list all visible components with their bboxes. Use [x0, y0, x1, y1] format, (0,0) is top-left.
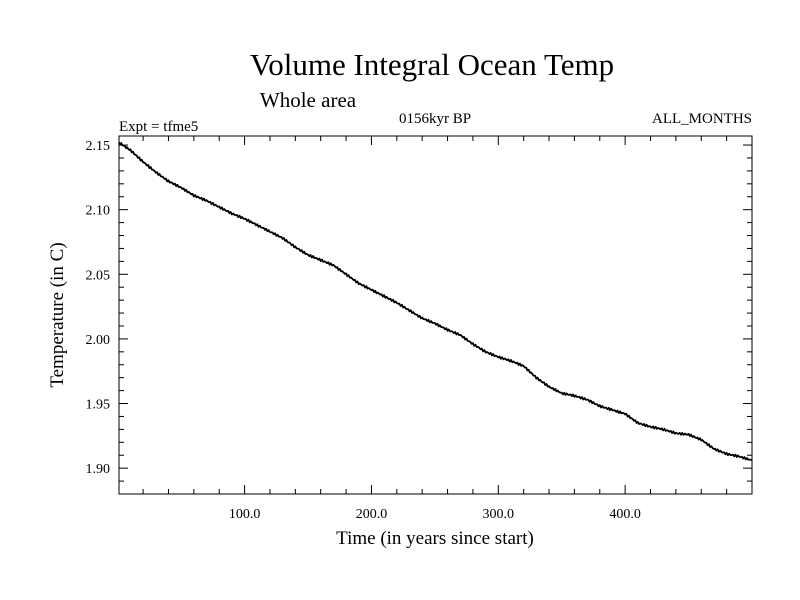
y-tick-label: 1.95	[86, 398, 111, 413]
x-axis-label: Time (in years since start)	[336, 528, 534, 549]
data-point	[129, 149, 131, 151]
y-tick-label: 2.10	[86, 204, 111, 219]
data-point	[738, 455, 740, 457]
data-point	[193, 194, 195, 196]
data-point	[319, 259, 321, 261]
data-point	[561, 392, 563, 394]
data-point	[118, 141, 120, 143]
data-point	[472, 343, 474, 345]
data-point	[687, 433, 689, 435]
data-point	[522, 365, 524, 367]
data-point	[345, 273, 347, 275]
data-point	[243, 218, 245, 220]
data-point	[332, 264, 334, 266]
data-point	[751, 459, 753, 461]
chart-subtitle: Whole area	[260, 88, 357, 112]
data-point	[510, 360, 512, 362]
data-point	[484, 351, 486, 353]
temperature-series-line	[118, 142, 753, 462]
data-point	[662, 428, 664, 430]
y-tick-label: 2.05	[86, 268, 111, 283]
x-tick-labels: 100.0 200.0 300.0 400.0	[229, 507, 641, 522]
data-point	[155, 171, 157, 173]
data-point	[358, 282, 360, 284]
data-point	[218, 206, 220, 208]
data-point	[573, 395, 575, 397]
data-point	[281, 237, 283, 239]
data-point	[624, 413, 626, 415]
data-point	[396, 302, 398, 304]
y-axis-label: Temperature (in C)	[47, 242, 68, 387]
axis-ticks	[119, 136, 752, 494]
period-label: 0156kyr BP	[399, 111, 471, 127]
data-point	[231, 212, 233, 214]
data-point	[611, 409, 613, 411]
y-tick-labels: 1.90 1.95 2.00 2.05 2.10 2.15	[86, 139, 111, 477]
data-point	[548, 386, 550, 388]
data-point	[434, 322, 436, 324]
data-point	[408, 309, 410, 311]
x-tick-label: 400.0	[609, 507, 641, 522]
series-points	[118, 141, 753, 461]
data-point	[637, 422, 639, 424]
data-point	[700, 439, 702, 441]
data-point	[535, 376, 537, 378]
y-tick-label: 2.00	[86, 333, 111, 348]
data-point	[370, 289, 372, 291]
data-point	[725, 453, 727, 455]
data-point	[205, 199, 207, 201]
data-point	[649, 426, 651, 428]
data-point	[446, 329, 448, 331]
data-point	[142, 161, 144, 163]
chart-title: Volume Integral Ocean Temp	[250, 47, 614, 82]
data-point	[459, 334, 461, 336]
experiment-label: Expt = tfme5	[119, 119, 198, 135]
data-point	[294, 246, 296, 248]
data-point	[675, 432, 677, 434]
data-point	[421, 317, 423, 319]
x-tick-label: 200.0	[356, 507, 388, 522]
y-tick-label: 1.90	[86, 462, 111, 477]
data-point	[180, 186, 182, 188]
data-point	[307, 254, 309, 256]
data-point	[383, 295, 385, 297]
x-tick-label: 100.0	[229, 507, 261, 522]
data-point	[269, 230, 271, 232]
x-tick-label: 300.0	[483, 507, 515, 522]
data-point	[497, 356, 499, 358]
y-tick-label: 2.15	[86, 139, 111, 154]
season-label: ALL_MONTHS	[652, 111, 752, 127]
data-point	[713, 448, 715, 450]
data-point	[167, 180, 169, 182]
data-point	[256, 224, 258, 226]
data-point	[599, 405, 601, 407]
data-point	[586, 398, 588, 400]
plot-frame	[118, 135, 753, 495]
